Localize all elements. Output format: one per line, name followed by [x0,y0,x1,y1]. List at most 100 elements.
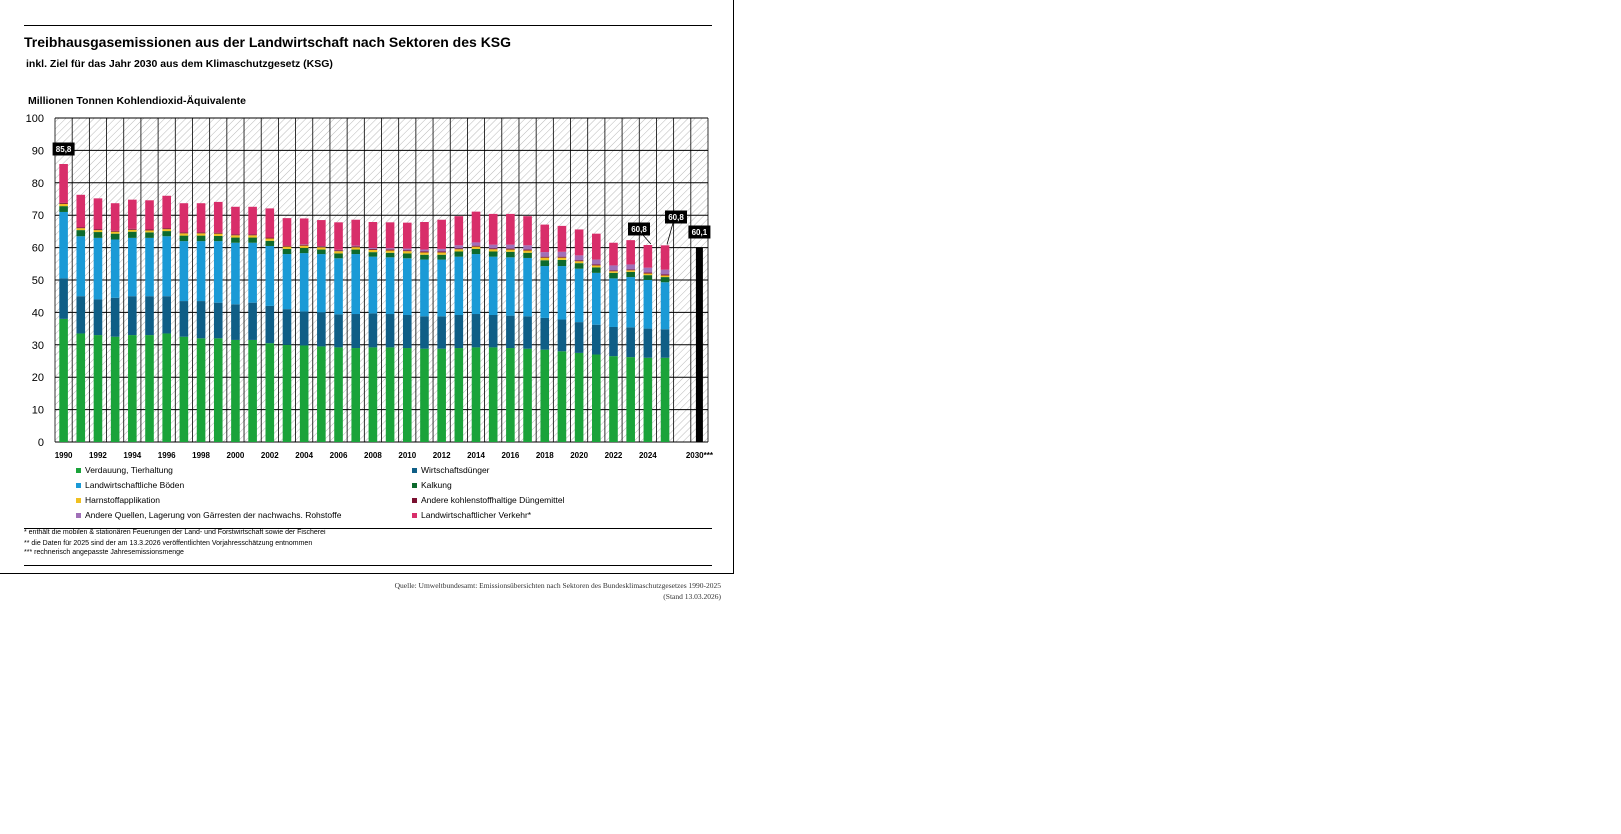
bar-segment [420,254,429,260]
x-tick-label: 1994 [123,451,141,460]
legend-label: Verdauung, Tierhaltung [85,465,173,475]
legend-item: Landwirtschaftliche Böden [76,480,184,490]
bar-segment [162,296,171,334]
callout-1990-box [52,142,75,156]
bar-segment [574,255,584,261]
bar-segment [454,249,464,252]
bar-segment [609,326,618,357]
bar-segment [592,259,601,265]
bar-segment [282,254,292,310]
bar-segment [592,354,601,442]
bar-segment [609,272,618,279]
bar-segment [231,304,240,340]
bar-segment [145,230,154,233]
bar-segment [471,314,481,348]
bar-segment [368,252,378,257]
bar-segment [317,312,326,347]
bar-segment [592,324,601,355]
bar-segment [402,348,412,442]
bar-segment [334,347,343,442]
bar-segment [351,246,361,248]
bar-segment [557,319,567,352]
bar-segment [643,273,653,276]
bar-segment [437,251,446,253]
bar-segment [248,206,257,235]
bar-segment [454,248,464,250]
bar-segment [523,249,532,251]
bar-segment [540,260,550,267]
bar-segment [351,314,361,349]
bar-segment [420,259,429,317]
notes-bottom-rule [24,565,712,566]
bar-segment [59,202,68,204]
bar-segment [420,249,429,252]
bar-segment [385,252,395,258]
bar-segment [93,232,103,238]
bar-segment [265,245,275,306]
x-tick-label: 2010 [398,451,416,460]
bar-segment [626,240,635,265]
bar-segment [660,357,670,442]
bar-segment [248,234,257,236]
bar-segment [213,232,223,234]
x-tick-label: 2006 [330,451,348,460]
bar-segment [540,224,550,253]
legend-label: Andere kohlenstoffhaltige Düngemittel [421,495,565,505]
bar-segment [471,254,481,315]
x-tick-label: 1998 [192,451,210,460]
bar-segment [488,244,498,249]
callout-target-text: 60,1 [692,228,708,237]
legend-item: Harnstoffapplikation [76,495,160,505]
bar-segment [334,251,343,254]
bar-segment [368,247,378,249]
bar-segment [402,248,412,251]
y-tick-label: 30 [32,340,44,352]
bar-segment [454,251,464,257]
bar-segment [213,302,223,339]
bar-segment [506,348,515,442]
y-tick-label: 100 [26,113,44,125]
bar-segment [437,248,446,252]
bar-segment [248,235,257,238]
bar-segment [196,232,206,234]
notes-top-rule [24,528,712,529]
bar-segment [145,200,154,230]
bar-segment [248,339,257,442]
bar-segment [609,270,618,272]
x-tick-label: 2030*** [686,451,714,460]
bar-segment [93,335,103,442]
bar-segment [420,316,429,349]
bar-segment [523,245,532,250]
bar-segment [76,230,86,237]
bar-segment [231,237,240,243]
bar-segment [385,248,395,250]
bar-segment [368,249,378,253]
callout-2024-text: 60,8 [631,225,647,234]
chart-title: Treibhausgasemissionen aus der Landwirts… [24,34,512,50]
legend-swatch [412,482,417,488]
footnote-3: *** rechnerisch angepasste Jahresemissio… [24,549,184,556]
callout-target-box [688,225,711,239]
bar-segment [506,249,515,252]
bar-segment [523,348,532,442]
bar-segment [385,314,395,348]
legend-swatch [76,497,81,503]
bar-segment [609,265,618,271]
bar-segment [660,269,670,275]
bar-segment [334,250,343,252]
legend-swatch [412,512,417,518]
x-tick-label: 2000 [227,451,245,460]
bar-segment [437,252,446,255]
bar-segment [557,266,567,320]
legend-item: Landwirtschaftlicher Verkehr* [412,510,531,520]
bar-segment [248,242,257,303]
bar-segment [540,256,550,258]
bar-segment [454,256,464,315]
bar-segment [402,250,412,252]
top-rule [24,25,712,26]
bar-segment [196,235,206,242]
legend-swatch [76,467,81,473]
bar-segment [110,297,120,337]
bar-segment [282,218,292,246]
bar-segment [93,198,103,230]
